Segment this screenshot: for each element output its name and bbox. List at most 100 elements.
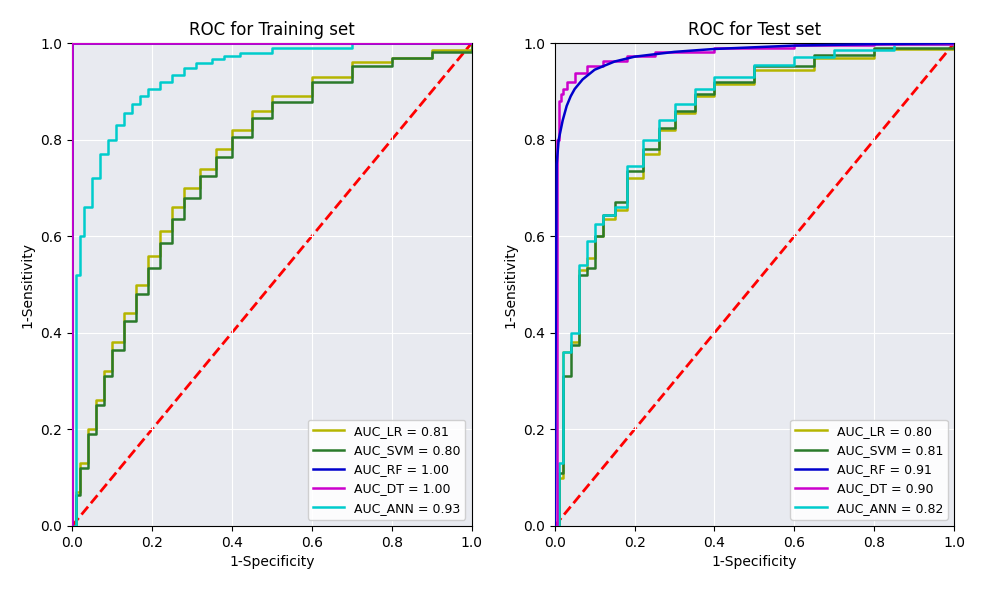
AUC_ANN = 0.82 bbox=[589, 238, 600, 245]
AUC_SVM = 0.80 bbox=[74, 464, 86, 471]
AUC_RF = 0.91 bbox=[561, 103, 573, 110]
AUC_RF = 0.91 bbox=[608, 58, 620, 65]
AUC_RF = 0.91 bbox=[549, 522, 561, 529]
AUC_DT = 0.90 bbox=[551, 136, 563, 143]
AUC_DT = 0.90 bbox=[789, 41, 801, 48]
AUC_SVM = 0.80 bbox=[130, 317, 142, 324]
AUC_DT = 0.90 bbox=[620, 57, 632, 64]
AUC_ANN = 0.82 bbox=[709, 86, 721, 93]
AUC_SVM = 0.80 bbox=[90, 402, 102, 409]
Y-axis label: 1-Sensitivity: 1-Sensitivity bbox=[504, 241, 518, 327]
AUC_DT = 0.90 bbox=[949, 41, 960, 48]
AUC_SVM = 0.80 bbox=[154, 240, 166, 247]
AUC_ANN = 0.82 bbox=[553, 460, 565, 467]
AUC_LR = 0.80 bbox=[688, 93, 700, 100]
AUC_SVM = 0.80 bbox=[70, 491, 82, 498]
AUC_DT = 1.00 bbox=[465, 40, 477, 47]
AUC_DT = 0.90 bbox=[649, 52, 661, 59]
AUC_ANN = 0.93 bbox=[70, 522, 82, 529]
AUC_SVM = 0.81 bbox=[553, 522, 565, 529]
AUC_LR = 0.80 bbox=[565, 349, 577, 356]
AUC_SVM = 0.81 bbox=[709, 90, 721, 97]
AUC_ANN = 0.93 bbox=[190, 65, 202, 72]
AUC_SVM = 0.80 bbox=[306, 99, 317, 106]
AUC_SVM = 0.81 bbox=[669, 107, 680, 114]
AUC_DT = 0.90 bbox=[561, 86, 573, 93]
AUC_LR = 0.80 bbox=[620, 175, 632, 182]
AUC_DT = 0.90 bbox=[597, 57, 608, 64]
AUC_ANN = 0.82 bbox=[608, 204, 620, 211]
AUC_LR = 0.81 bbox=[426, 54, 438, 61]
AUC_ANN = 0.93 bbox=[78, 232, 90, 240]
AUC_ANN = 0.93 bbox=[142, 86, 154, 93]
AUC_LR = 0.81 bbox=[226, 146, 238, 153]
AUC_ANN = 0.93 bbox=[346, 44, 358, 51]
AUC_SVM = 0.80 bbox=[90, 431, 102, 438]
Line: AUC_ANN = 0.93: AUC_ANN = 0.93 bbox=[72, 43, 471, 526]
AUC_ANN = 0.93 bbox=[94, 175, 106, 182]
Legend: AUC_LR = 0.80, AUC_SVM = 0.81, AUC_RF = 0.91, AUC_DT = 0.90, AUC_ANN = 0.82: AUC_LR = 0.80, AUC_SVM = 0.81, AUC_RF = … bbox=[791, 419, 948, 520]
AUC_ANN = 0.93 bbox=[74, 271, 86, 278]
AUC_SVM = 0.80 bbox=[99, 373, 110, 380]
AUC_SVM = 0.81 bbox=[809, 52, 820, 59]
AUC_ANN = 0.82 bbox=[653, 117, 665, 124]
AUC_LR = 0.80 bbox=[869, 45, 880, 53]
AUC_DT = 0.90 bbox=[561, 78, 573, 86]
AUC_LR = 0.80 bbox=[581, 267, 593, 274]
AUC_SVM = 0.81 bbox=[620, 199, 632, 206]
AUC_DT = 1.00 bbox=[66, 40, 78, 47]
AUC_ANN = 0.82 bbox=[557, 460, 569, 467]
AUC_ANN = 0.82 bbox=[748, 73, 760, 80]
AUC_ANN = 0.82 bbox=[789, 53, 801, 60]
AUC_LR = 0.81 bbox=[465, 40, 477, 47]
AUC_ANN = 0.82 bbox=[653, 136, 665, 143]
AUC_LR = 0.81 bbox=[178, 185, 190, 192]
AUC_ANN = 0.93 bbox=[465, 40, 477, 47]
AUC_DT = 0.90 bbox=[549, 522, 561, 529]
AUC_SVM = 0.81 bbox=[553, 469, 565, 476]
AUC_LR = 0.81 bbox=[99, 397, 110, 404]
AUC_ANN = 0.93 bbox=[218, 55, 230, 63]
AUC_LR = 0.80 bbox=[688, 110, 700, 117]
Title: ROC for Test set: ROC for Test set bbox=[688, 21, 821, 39]
AUC_RF = 0.91 bbox=[629, 53, 641, 60]
AUC_SVM = 0.81 bbox=[748, 78, 760, 86]
AUC_RF = 0.91 bbox=[789, 42, 801, 49]
AUC_LR = 0.81 bbox=[194, 165, 206, 172]
Line: AUC_DT = 0.90: AUC_DT = 0.90 bbox=[555, 43, 954, 526]
AUC_SVM = 0.80 bbox=[166, 240, 177, 247]
AUC_SVM = 0.81 bbox=[869, 52, 880, 59]
AUC_SVM = 0.80 bbox=[178, 194, 190, 201]
AUC_ANN = 0.82 bbox=[888, 41, 900, 48]
AUC_LR = 0.80 bbox=[709, 93, 721, 100]
AUC_LR = 0.81 bbox=[66, 522, 78, 529]
AUC_LR = 0.80 bbox=[949, 40, 960, 47]
AUC_SVM = 0.81 bbox=[549, 522, 561, 529]
AUC_ANN = 0.82 bbox=[608, 211, 620, 218]
AUC_RF = 0.91 bbox=[551, 160, 563, 168]
AUC_SVM = 0.80 bbox=[118, 346, 130, 353]
AUC_SVM = 0.80 bbox=[465, 40, 477, 47]
AUC_SVM = 0.80 bbox=[130, 291, 142, 298]
AUC_SVM = 0.81 bbox=[557, 373, 569, 380]
AUC_DT = 0.90 bbox=[649, 48, 661, 55]
AUC_LR = 0.81 bbox=[194, 185, 206, 192]
AUC_SVM = 0.80 bbox=[346, 63, 358, 70]
AUC_DT = 0.90 bbox=[569, 70, 581, 77]
AUC_LR = 0.80 bbox=[809, 66, 820, 73]
X-axis label: 1-Specificity: 1-Specificity bbox=[229, 555, 315, 569]
AUC_ANN = 0.82 bbox=[573, 262, 585, 269]
Line: AUC_ANN = 0.82: AUC_ANN = 0.82 bbox=[555, 43, 954, 526]
AUC_DT = 0.90 bbox=[553, 97, 565, 104]
AUC_LR = 0.81 bbox=[346, 59, 358, 66]
AUC_SVM = 0.81 bbox=[637, 168, 649, 175]
AUC_DT = 0.90 bbox=[553, 136, 565, 143]
AUC_ANN = 0.82 bbox=[949, 41, 960, 48]
AUC_ANN = 0.93 bbox=[74, 232, 86, 240]
AUC_ANN = 0.93 bbox=[266, 44, 278, 51]
AUC_ANN = 0.93 bbox=[118, 110, 130, 117]
AUC_ANN = 0.93 bbox=[86, 175, 98, 182]
AUC_LR = 0.81 bbox=[426, 47, 438, 54]
Y-axis label: 1-Sensitivity: 1-Sensitivity bbox=[21, 241, 35, 327]
AUC_LR = 0.81 bbox=[346, 73, 358, 80]
